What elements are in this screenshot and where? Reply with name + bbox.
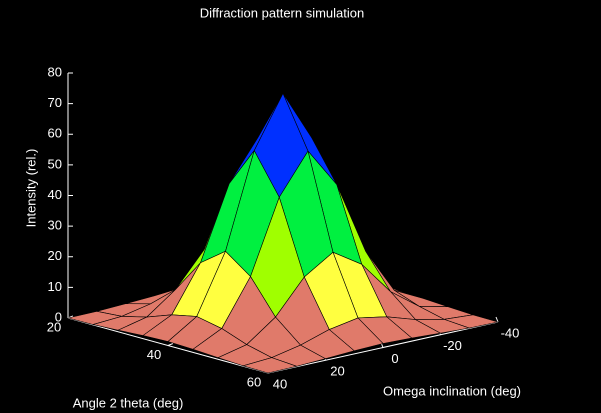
x-tick-label: 40 (147, 347, 161, 362)
z-tick-label: 10 (48, 279, 62, 294)
x-axis-label: Angle 2 theta (deg) (73, 395, 184, 410)
chart-title: Diffraction pattern simulation (200, 5, 365, 20)
z-axis-label: Intensity (rel.) (23, 149, 38, 228)
z-tick-label: 30 (48, 218, 62, 233)
z-tick-label: 80 (48, 64, 62, 79)
x-tick-label: 60 (247, 374, 261, 389)
y-tick-label: 40 (273, 376, 287, 391)
z-tick-label: 60 (48, 126, 62, 141)
y-tick-label: -40 (501, 325, 520, 340)
x-tick-label: 20 (47, 319, 61, 334)
x-tick (167, 343, 174, 346)
z-tick-label: 40 (48, 187, 62, 202)
surface-patch (241, 357, 298, 374)
y-tick-label: -20 (443, 338, 462, 353)
y-tick-label: 20 (330, 364, 344, 379)
z-tick-label: 20 (48, 248, 62, 263)
y-tick-label: 0 (391, 351, 398, 366)
y-axis-label: Omega inclination (deg) (383, 383, 521, 398)
z-tick-label: 0 (55, 309, 62, 324)
y-tick (495, 316, 499, 323)
z-tick-label: 70 (48, 95, 62, 110)
z-tick-label: 50 (48, 156, 62, 171)
